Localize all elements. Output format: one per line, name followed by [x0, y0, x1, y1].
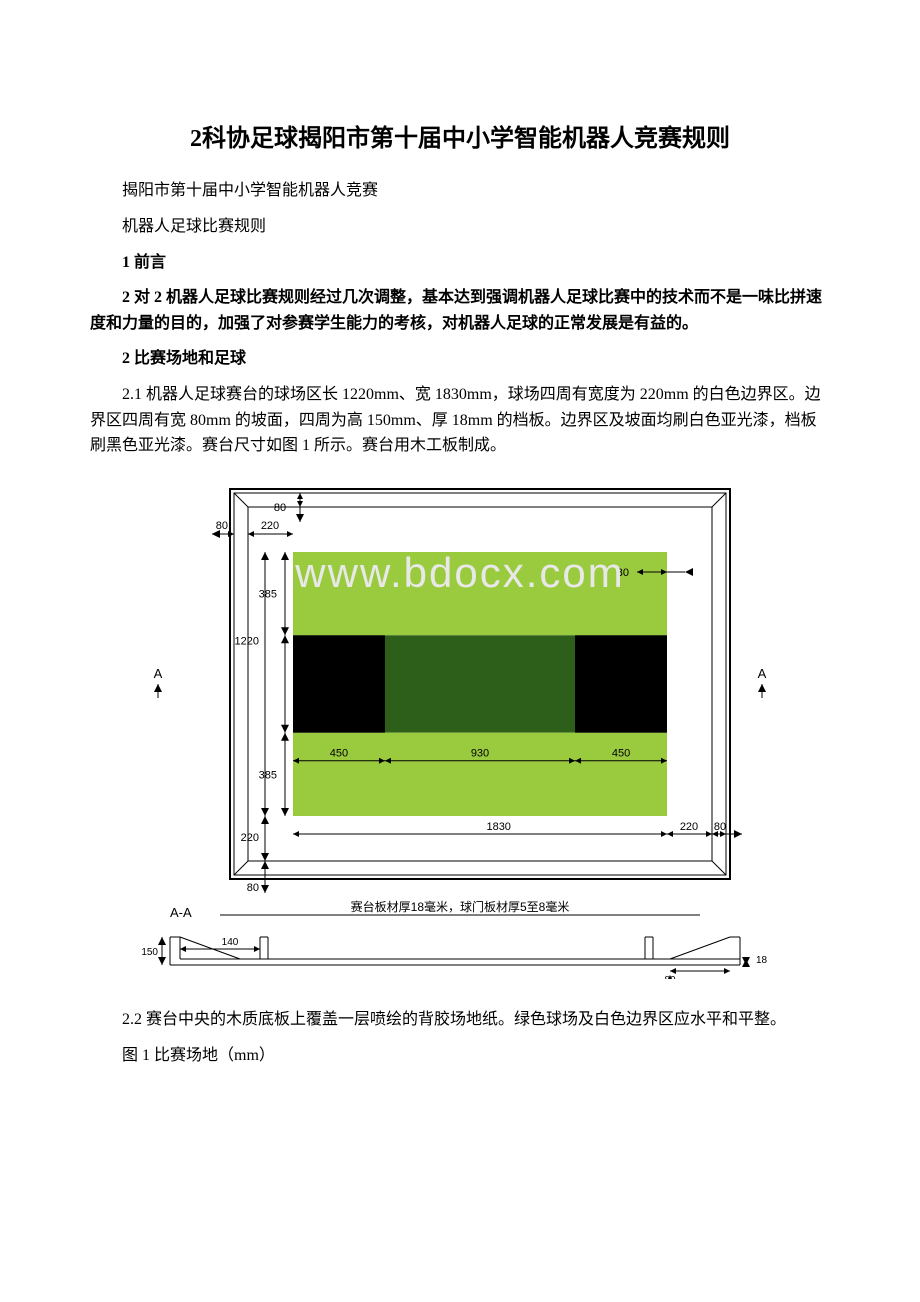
svg-text:1830: 1830	[486, 821, 510, 833]
svg-text:18: 18	[756, 955, 768, 966]
subtitle-1: 揭阳市第十届中小学智能机器人竞赛	[90, 178, 830, 204]
svg-text:140: 140	[222, 937, 239, 948]
svg-text:A-A: A-A	[170, 905, 192, 920]
svg-text:220: 220	[241, 832, 259, 844]
diagram-svg: 80 80 220 385 1220 450 385 220 80 80 450 930 450 1830…	[140, 479, 780, 979]
svg-text:450: 450	[293, 684, 311, 696]
paragraph-2-2: 2.2 赛台中央的木质底板上覆盖一层喷绘的背胶场地纸。绿色球场及白色边界区应水平…	[90, 1007, 830, 1033]
svg-text:80: 80	[274, 502, 286, 514]
intro-paragraph: 2 对 2 机器人足球比赛规则经过几次调整，基本达到强调机器人足球比赛中的技术而…	[90, 285, 830, 336]
page-title: 2科协足球揭阳市第十届中小学智能机器人竞赛规则	[90, 120, 830, 158]
paragraph-2-1: 2.1 机器人足球赛台的球场区长 1220mm、宽 1830mm，球场四周有宽度…	[90, 382, 830, 459]
svg-text:1220: 1220	[235, 635, 259, 647]
svg-text:150: 150	[141, 947, 158, 958]
svg-text:930: 930	[471, 747, 489, 759]
svg-text:450: 450	[612, 747, 630, 759]
svg-text:A: A	[154, 666, 163, 681]
section-2-heading: 2 比赛场地和足球	[90, 346, 830, 372]
svg-text:A: A	[758, 666, 767, 681]
section-1-heading: 1 前言	[90, 250, 830, 276]
svg-text:80: 80	[617, 567, 629, 579]
svg-text:80: 80	[247, 882, 259, 894]
svg-text:385: 385	[259, 769, 277, 781]
svg-text:80: 80	[216, 520, 228, 532]
svg-text:385: 385	[259, 588, 277, 600]
svg-text:80: 80	[714, 821, 726, 833]
svg-text:赛台板材厚18毫米，球门板材厚5至8毫米: 赛台板材厚18毫米，球门板材厚5至8毫米	[351, 899, 570, 914]
figure-1-caption: 图 1 比赛场地（mm）	[90, 1043, 830, 1069]
svg-text:450: 450	[330, 747, 348, 759]
subtitle-2: 机器人足球比赛规则	[90, 214, 830, 240]
svg-text:220: 220	[261, 520, 279, 532]
svg-text:220: 220	[680, 821, 698, 833]
field-diagram: www.bdocx.com 80802203851220450385220808…	[140, 479, 780, 988]
